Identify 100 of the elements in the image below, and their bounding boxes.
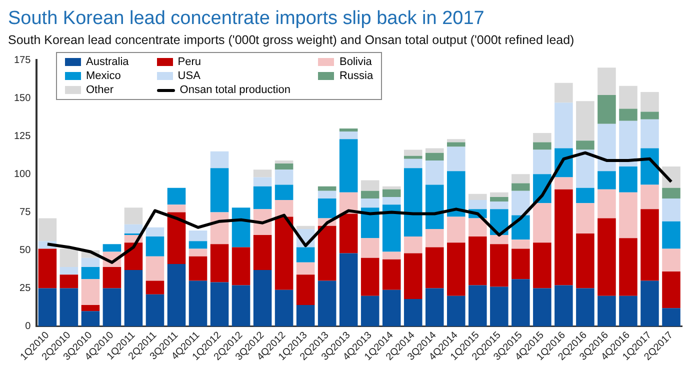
bar [512, 190, 530, 216]
bar [167, 188, 186, 205]
bar [533, 133, 552, 142]
bar [339, 139, 358, 192]
bar [253, 270, 272, 326]
bar [146, 294, 164, 326]
bar [425, 184, 444, 229]
legend-label: Australia [86, 56, 129, 68]
bar [296, 226, 315, 229]
y-tick-label: 0 [25, 321, 32, 332]
bar [619, 238, 638, 296]
bar [360, 198, 380, 208]
bar [38, 288, 57, 326]
bar [554, 189, 573, 286]
bar [60, 266, 78, 275]
bar [490, 192, 508, 197]
bar [146, 227, 164, 237]
y-tick-label: 175 [14, 54, 32, 66]
bar [447, 171, 466, 217]
y-tick-label: 50 [20, 245, 32, 256]
bar [81, 305, 100, 312]
bar [38, 218, 57, 242]
bar [404, 236, 422, 254]
bar [360, 238, 380, 258]
bar [554, 102, 573, 148]
bar [468, 200, 487, 210]
bar [576, 203, 594, 234]
bar [296, 274, 315, 306]
bar [274, 216, 294, 290]
bar [640, 280, 659, 326]
bar [490, 244, 508, 287]
bar [512, 279, 530, 326]
bar [382, 186, 401, 190]
bar [425, 152, 444, 160]
bar [662, 248, 680, 272]
bar [598, 296, 616, 326]
bar [274, 170, 294, 185]
bar [404, 158, 422, 168]
bar [339, 132, 358, 140]
bar [598, 171, 616, 190]
bar [468, 194, 487, 200]
legend-label: Bolivia [339, 56, 372, 68]
bar [468, 236, 487, 286]
bar [382, 204, 401, 252]
bar [576, 288, 594, 326]
bar [447, 296, 466, 326]
bar [274, 184, 294, 200]
bar [296, 305, 315, 326]
y-tick-label: 75 [20, 206, 32, 218]
bar [447, 242, 466, 296]
bar [447, 139, 466, 142]
bar [576, 101, 594, 141]
bar [188, 256, 208, 281]
bar [662, 221, 680, 249]
bar [188, 248, 208, 256]
bar [425, 247, 444, 288]
bar [339, 214, 358, 254]
bar [425, 160, 444, 185]
bar [490, 196, 508, 202]
bar [619, 86, 638, 109]
bar [662, 272, 680, 308]
bar [640, 148, 659, 185]
bar [662, 308, 680, 326]
bar [339, 128, 358, 132]
bar [598, 95, 616, 124]
bar [640, 112, 659, 120]
legend-label: USA [178, 70, 200, 82]
bar [640, 209, 659, 281]
bar [188, 241, 208, 249]
bar [318, 280, 336, 326]
bar [468, 218, 487, 237]
bar [360, 296, 380, 326]
bar [102, 288, 122, 326]
bar [253, 177, 272, 186]
legend-label: Mexico [86, 70, 121, 82]
bar [232, 285, 250, 326]
bar [167, 264, 186, 326]
bar [533, 142, 552, 150]
bar [296, 247, 315, 262]
y-tick-label: 150 [14, 92, 32, 104]
bar [274, 163, 294, 170]
bar [167, 212, 186, 264]
bar [339, 253, 358, 326]
bar [124, 270, 143, 326]
bar [124, 224, 143, 234]
bar [360, 190, 380, 199]
bar [318, 226, 336, 281]
bar [598, 189, 616, 218]
bar [274, 200, 294, 217]
bar [512, 248, 530, 280]
bar [662, 188, 680, 199]
bar [274, 290, 294, 326]
bar [146, 280, 164, 294]
bar [576, 234, 594, 288]
bar [274, 160, 294, 164]
bar [533, 203, 552, 243]
bar [554, 82, 573, 103]
bar [167, 204, 186, 212]
bar [253, 235, 272, 270]
bar [60, 274, 78, 288]
